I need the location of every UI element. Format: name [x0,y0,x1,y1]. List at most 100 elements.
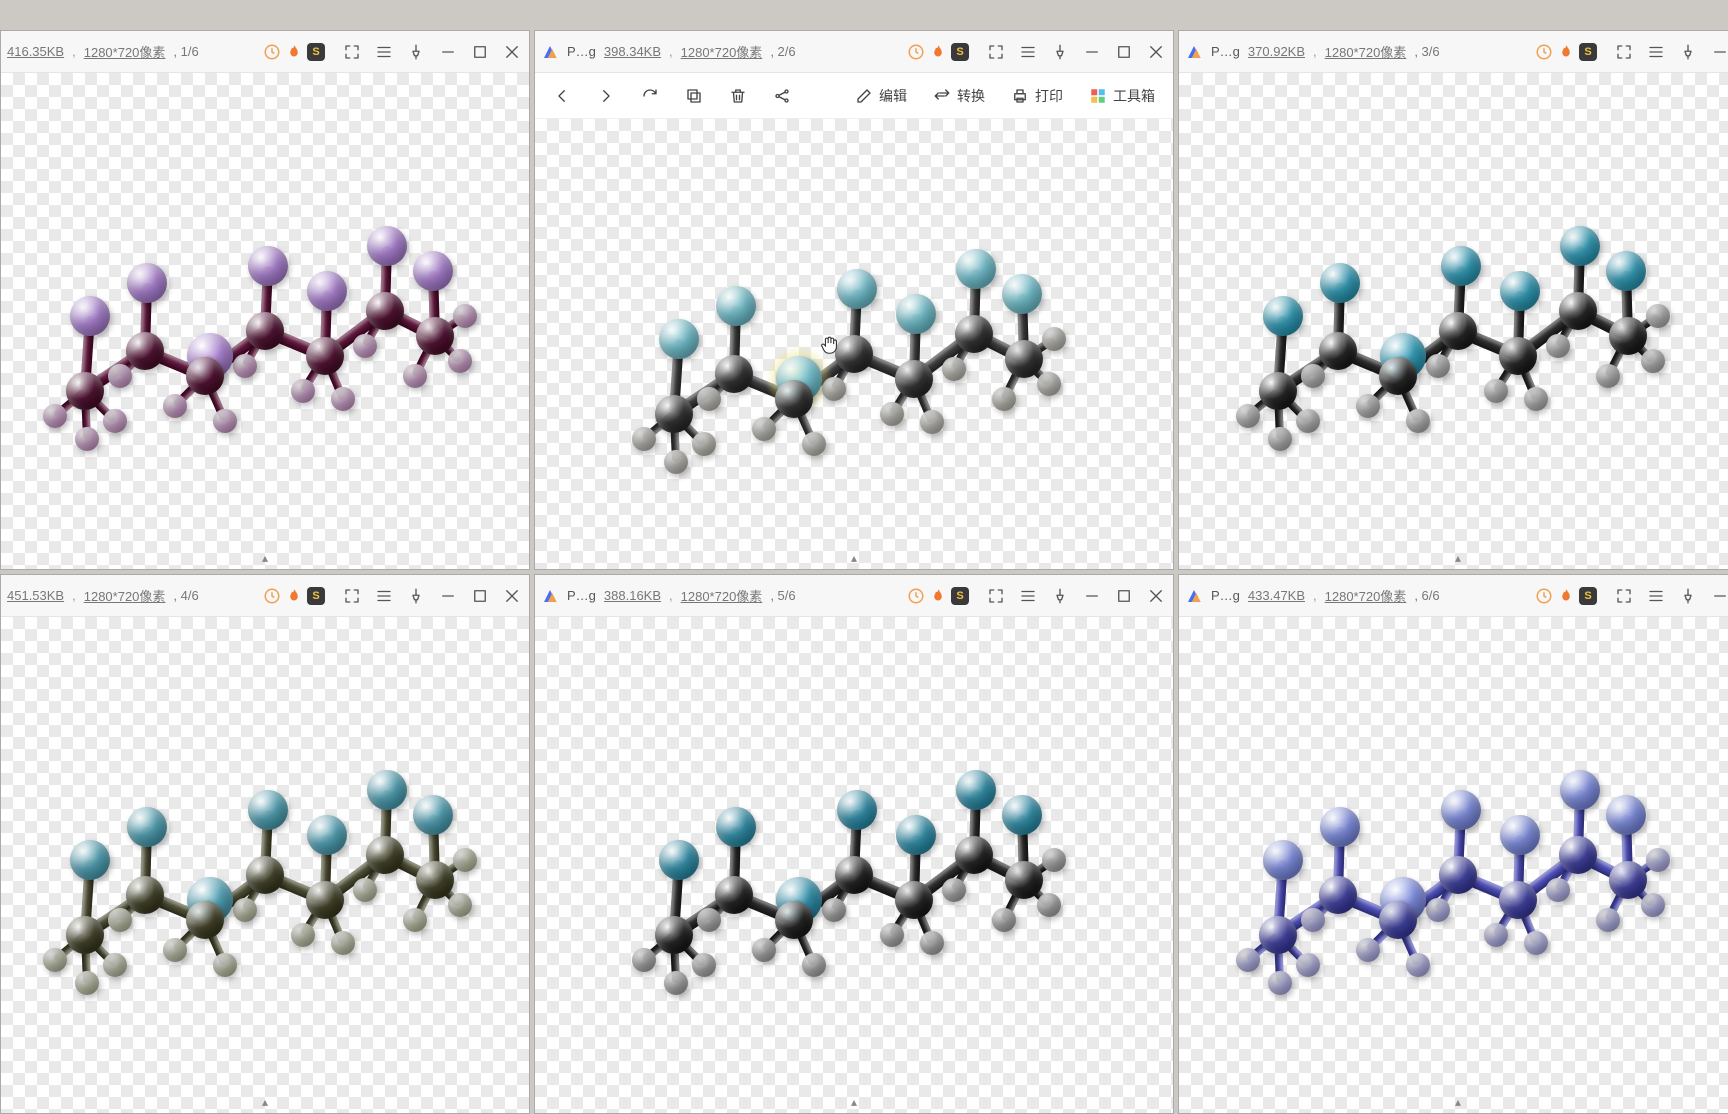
minimize-button[interactable] [437,585,459,607]
file-dimensions[interactable]: 1280*720像素 [1325,42,1407,61]
fire-badge-icon[interactable] [929,587,947,605]
s-badge-icon[interactable]: S [951,587,969,605]
fullscreen-button[interactable] [985,41,1007,63]
fullscreen-button[interactable] [341,41,363,63]
fire-badge-icon[interactable] [1557,587,1575,605]
clock-badge-icon[interactable] [907,43,925,61]
clock-badge-icon[interactable] [907,587,925,605]
menu-button[interactable] [1645,41,1667,63]
rotate-button[interactable] [641,87,659,105]
file-size[interactable]: 398.34KB [604,44,661,59]
clock-badge-icon[interactable] [263,587,281,605]
minimize-button[interactable] [1081,41,1103,63]
menu-button[interactable] [373,585,395,607]
close-button[interactable] [501,585,523,607]
fullscreen-button[interactable] [1613,585,1635,607]
s-badge-icon[interactable]: S [951,43,969,61]
file-size[interactable]: 451.53KB [7,588,64,603]
file-dimensions[interactable]: 1280*720像素 [84,586,166,605]
file-dimensions[interactable]: 1280*720像素 [681,586,763,605]
file-size[interactable]: 388.16KB [604,588,661,603]
image-canvas[interactable]: ▴ [535,617,1173,1113]
fire-badge-icon[interactable] [1557,43,1575,61]
s-badge-icon[interactable]: S [1579,587,1597,605]
share-button[interactable] [773,87,791,105]
expand-arrow-icon[interactable]: ▴ [262,1095,268,1109]
maximize-button[interactable] [469,585,491,607]
image-canvas[interactable]: ▴ [535,119,1173,569]
pin-button[interactable] [1049,585,1071,607]
image-canvas[interactable]: ▴ [1179,73,1728,569]
file-size[interactable]: 370.92KB [1248,44,1305,59]
file-dimensions[interactable]: 1280*720像素 [1325,586,1407,605]
minimize-button[interactable] [1709,585,1728,607]
file-size[interactable]: 416.35KB [7,44,64,59]
close-button[interactable] [501,41,523,63]
molecule-render [634,194,1074,494]
toolbox-button[interactable]: 工具箱 [1089,86,1155,106]
file-dimensions[interactable]: 1280*720像素 [681,42,763,61]
file-size[interactable]: 433.47KB [1248,588,1305,603]
image-canvas[interactable]: ▴ [1,73,529,569]
next-button[interactable] [597,87,615,105]
fullscreen-button[interactable] [985,585,1007,607]
app-logo-icon [1185,43,1203,61]
expand-arrow-icon[interactable]: ▴ [851,551,857,565]
image-canvas[interactable]: ▴ [1179,617,1728,1113]
fire-badge-icon[interactable] [285,43,303,61]
expand-arrow-icon[interactable]: ▴ [1455,551,1461,565]
clock-badge-icon[interactable] [1535,43,1553,61]
pin-button[interactable] [1677,41,1699,63]
titlebar: P…g388.16KB,1280*720像素, 5/6S [535,575,1173,617]
print-button[interactable]: 打印 [1011,86,1063,106]
app-logo-icon [1185,587,1203,605]
pin-button[interactable] [1049,41,1071,63]
minimize-button[interactable] [437,41,459,63]
edit-button[interactable]: 编辑 [855,86,907,106]
menu-button[interactable] [1017,585,1039,607]
expand-arrow-icon[interactable]: ▴ [262,551,268,565]
molecule-render [1238,715,1678,1015]
close-button[interactable] [1145,585,1167,607]
viewer-window-3: P…g370.92KB,1280*720像素, 3/6S ▴ [1178,30,1728,570]
image-canvas[interactable]: ▴ [1,617,529,1113]
expand-arrow-icon[interactable]: ▴ [851,1095,857,1109]
pin-button[interactable] [405,41,427,63]
delete-button[interactable] [729,87,747,105]
titlebar: P…g433.47KB,1280*720像素, 6/6S [1179,575,1728,617]
menu-button[interactable] [1017,41,1039,63]
copy-button[interactable] [685,87,703,105]
titlebar: 416.35KB,1280*720像素, 1/6S [1,31,529,73]
viewer-window-2: P…g398.34KB,1280*720像素, 2/6S编辑转换打印工具箱▴ [534,30,1174,570]
s-badge-icon[interactable]: S [307,587,325,605]
pin-button[interactable] [1677,585,1699,607]
page-index: , 1/6 [173,44,198,59]
convert-button[interactable]: 转换 [933,86,985,106]
pin-button[interactable] [405,585,427,607]
fire-badge-icon[interactable] [285,587,303,605]
menu-button[interactable] [373,41,395,63]
minimize-button[interactable] [1081,585,1103,607]
page-index: , 4/6 [173,588,198,603]
fullscreen-button[interactable] [341,585,363,607]
clock-badge-icon[interactable] [1535,587,1553,605]
maximize-button[interactable] [1113,585,1135,607]
fullscreen-button[interactable] [1613,41,1635,63]
close-button[interactable] [1145,41,1167,63]
viewer-window-5: P…g388.16KB,1280*720像素, 5/6S ▴ [534,574,1174,1114]
titlebar: P…g370.92KB,1280*720像素, 3/6S [1179,31,1728,73]
app-title: P…g [1211,588,1240,603]
expand-arrow-icon[interactable]: ▴ [1455,1095,1461,1109]
minimize-button[interactable] [1709,41,1728,63]
s-badge-icon[interactable]: S [307,43,325,61]
s-badge-icon[interactable]: S [1579,43,1597,61]
menu-button[interactable] [1645,585,1667,607]
maximize-button[interactable] [1113,41,1135,63]
file-dimensions[interactable]: 1280*720像素 [84,42,166,61]
molecule-render [45,715,485,1015]
clock-badge-icon[interactable] [263,43,281,61]
prev-button[interactable] [553,87,571,105]
maximize-button[interactable] [469,41,491,63]
molecule-render [45,171,485,471]
fire-badge-icon[interactable] [929,43,947,61]
